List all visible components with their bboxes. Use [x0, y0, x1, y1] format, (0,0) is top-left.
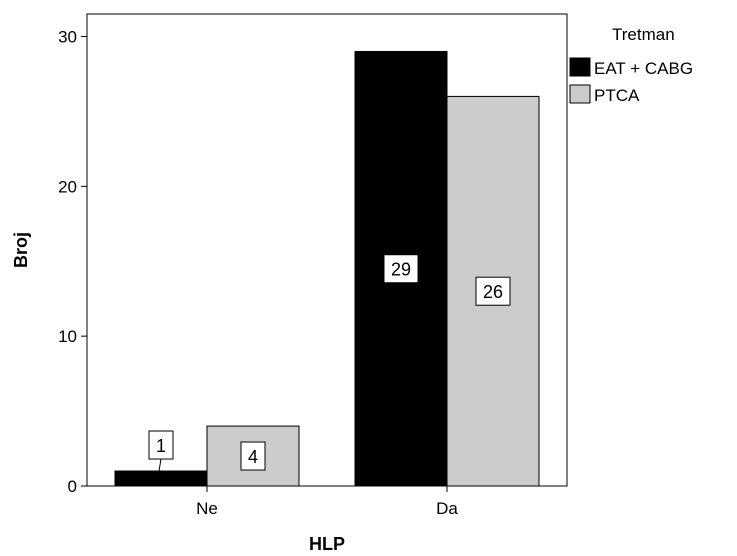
data-labels-layer: 1 4 29 26 — [148, 254, 511, 472]
x-tick-label-da: Da — [436, 499, 458, 518]
y-tick-label: 20 — [58, 177, 77, 196]
data-label-leader — [158, 458, 162, 472]
x-axis-title: HLP — [309, 534, 345, 554]
data-label-box — [383, 254, 419, 284]
x-tick-label-ne: Ne — [196, 499, 218, 518]
legend: Tretman EAT + CABG PTCA — [569, 25, 693, 105]
data-label-ptca-ne: 4 — [248, 447, 258, 467]
legend-label-ptca: PTCA — [594, 86, 640, 105]
legend-swatch-eat-cabg — [569, 57, 591, 77]
data-label-box — [240, 441, 266, 471]
data-label-ptca-da: 26 — [483, 282, 503, 302]
legend-label-eat-cabg: EAT + CABG — [594, 59, 693, 78]
legend-title: Tretman — [612, 25, 675, 44]
ticks-layer: 0 10 20 30 Ne Da — [58, 27, 458, 518]
y-axis-title: Broj — [11, 232, 31, 268]
y-tick-label: 30 — [58, 27, 77, 46]
data-label-box — [475, 276, 511, 306]
bar-eat-cabg-ne — [114, 470, 208, 487]
legend-swatch-ptca — [569, 84, 591, 104]
y-tick-label: 0 — [68, 477, 77, 496]
data-label-eat-cabg-ne: 1 — [156, 436, 166, 456]
data-label-box — [148, 430, 174, 460]
data-label-eat-cabg-da: 29 — [391, 260, 411, 280]
y-tick-label: 10 — [58, 327, 77, 346]
